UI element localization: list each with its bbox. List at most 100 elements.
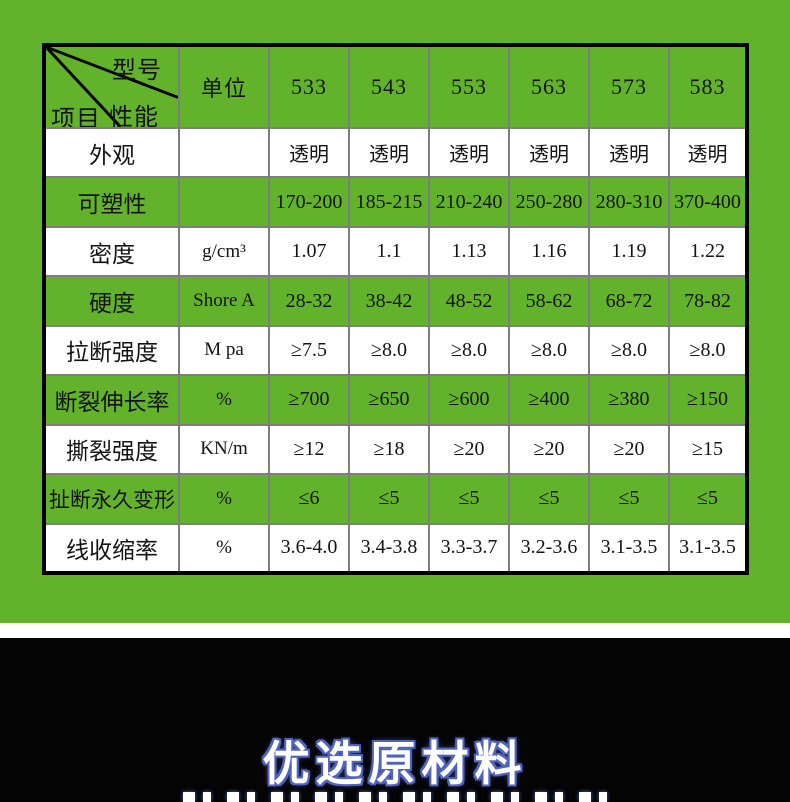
- cell-value: 透明: [268, 126, 350, 179]
- model-column-header: 583: [668, 44, 748, 129]
- spec-table-body: 外观 透明 透明 透明 透明 透明 透明 可塑性 170-200 185-215 210-240 25…: [43, 126, 748, 574]
- cell-value: ≤6: [268, 473, 350, 525]
- row-label: 硬度: [43, 275, 180, 327]
- cell-value: 1.22: [668, 225, 748, 278]
- cell-value: 3.2-3.6: [508, 522, 590, 574]
- banner-headline: 优选原材料: [262, 737, 528, 792]
- table-row: 扯断永久变形% ≤6 ≤5 ≤5 ≤5 ≤5 ≤5: [43, 473, 748, 525]
- banner-second-line-cutoff: [183, 792, 620, 802]
- unit-column-header: 单位: [178, 44, 270, 129]
- divider-strip: [0, 623, 790, 638]
- spec-table: 型号 性能 项目 单位 533 543 553 563 573 583 外观 透明…: [42, 43, 749, 575]
- cell-value: ≥8.0: [348, 324, 430, 377]
- row-unit: %: [178, 473, 270, 525]
- row-unit: g/cm³: [178, 225, 270, 278]
- row-unit: %: [178, 522, 270, 574]
- row-unit: [178, 176, 270, 228]
- table-row: 硬度 Shore A 28-32 38-42 48-52 58-62 68-72 78-82: [43, 275, 748, 327]
- header-row: 型号 性能 项目 单位 533 543 553 563 573 583: [43, 44, 748, 129]
- row-label: 外观: [43, 126, 180, 179]
- table-row: 密度 g/cm³ 1.07 1.1 1.13 1.16 1.19 1.22: [43, 225, 748, 278]
- table-row: 外观 透明 透明 透明 透明 透明 透明: [43, 126, 748, 179]
- cell-value: 透明: [428, 126, 510, 179]
- cell-value: ≥7.5: [268, 324, 350, 377]
- corner-label-model: 型号: [112, 58, 162, 84]
- corner-label-performance: 性能: [109, 105, 159, 128]
- cell-value: ≥15: [668, 423, 748, 476]
- cell-value: 185-215: [348, 176, 430, 228]
- cell-value: 68-72: [588, 275, 670, 327]
- row-label: 扯断永久变形: [43, 473, 180, 525]
- row-unit: Shore A: [178, 275, 270, 327]
- cell-value: 3.1-3.5: [588, 522, 670, 574]
- cell-value: 透明: [588, 126, 670, 179]
- cell-value: 370-400: [668, 176, 748, 228]
- cell-value: 1.07: [268, 225, 350, 278]
- cell-value: ≥20: [428, 423, 510, 476]
- cell-value: 1.16: [508, 225, 590, 278]
- table-row: 可塑性 170-200 185-215 210-240 250-280 280-310 37…: [43, 176, 748, 228]
- cell-value: ≤5: [668, 473, 748, 525]
- cell-value: 3.6-4.0: [268, 522, 350, 574]
- model-column-header: 563: [508, 44, 590, 129]
- cell-value: ≥12: [268, 423, 350, 476]
- corner-label-item: 项目: [51, 107, 101, 128]
- model-column-header: 533: [268, 44, 350, 129]
- cell-value: 3.1-3.5: [668, 522, 748, 574]
- diagonal-divider-lines: [46, 47, 177, 126]
- cell-value: 280-310: [588, 176, 670, 228]
- row-label: 拉断强度: [43, 324, 180, 377]
- cell-value: 3.4-3.8: [348, 522, 430, 574]
- cell-value: ≥8.0: [668, 324, 748, 377]
- cell-value: 透明: [668, 126, 748, 179]
- cell-value: ≥8.0: [428, 324, 510, 377]
- row-label: 可塑性: [43, 176, 180, 228]
- cell-value: ≥20: [588, 423, 670, 476]
- model-column-header: 553: [428, 44, 510, 129]
- cell-value: 78-82: [668, 275, 748, 327]
- cell-value: 250-280: [508, 176, 590, 228]
- row-unit: KN/m: [178, 423, 270, 476]
- cell-value: ≤5: [508, 473, 590, 525]
- cell-value: 透明: [348, 126, 430, 179]
- table-row: 撕裂强度 KN/m ≥12 ≥18 ≥20 ≥20 ≥20 ≥15: [43, 423, 748, 476]
- row-label: 撕裂强度: [43, 423, 180, 476]
- table-row: 线收缩率% 3.6-4.0 3.4-3.8 3.3-3.7 3.2-3.6 3.1-3.5…: [43, 522, 748, 574]
- cell-value: ≥380: [588, 374, 670, 426]
- cell-value: 1.19: [588, 225, 670, 278]
- row-label: 线收缩率: [43, 522, 180, 574]
- corner-header-cell: 型号 性能 项目: [43, 44, 180, 129]
- cell-value: ≥18: [348, 423, 430, 476]
- cell-value: ≥8.0: [588, 324, 670, 377]
- banner-background: [0, 638, 790, 800]
- cell-value: 透明: [508, 126, 590, 179]
- row-unit: M pa: [178, 324, 270, 377]
- cell-value: ≤5: [588, 473, 670, 525]
- cell-value: 28-32: [268, 275, 350, 327]
- model-column-header: 543: [348, 44, 430, 129]
- cell-value: 1.13: [428, 225, 510, 278]
- cell-value: ≥150: [668, 374, 748, 426]
- cell-value: 48-52: [428, 275, 510, 327]
- cell-value: 58-62: [508, 275, 590, 327]
- model-column-header: 573: [588, 44, 670, 129]
- cell-value: ≥400: [508, 374, 590, 426]
- table-row: 拉断强度 M pa ≥7.5 ≥8.0 ≥8.0 ≥8.0 ≥8.0 ≥8.0: [43, 324, 748, 377]
- cell-value: ≥20: [508, 423, 590, 476]
- table-row: 断裂伸长率% ≥700 ≥650 ≥600 ≥400 ≥380 ≥150: [43, 374, 748, 426]
- row-unit: %: [178, 374, 270, 426]
- cell-value: ≤5: [348, 473, 430, 525]
- cell-value: 38-42: [348, 275, 430, 327]
- row-unit: [178, 126, 270, 179]
- row-label: 密度: [43, 225, 180, 278]
- cell-value: 210-240: [428, 176, 510, 228]
- row-label: 断裂伸长率: [43, 374, 180, 426]
- cell-value: ≥700: [268, 374, 350, 426]
- cell-value: 170-200: [268, 176, 350, 228]
- cell-value: 3.3-3.7: [428, 522, 510, 574]
- cell-value: ≤5: [428, 473, 510, 525]
- cell-value: ≥650: [348, 374, 430, 426]
- cell-value: ≥8.0: [508, 324, 590, 377]
- cell-value: 1.1: [348, 225, 430, 278]
- cell-value: ≥600: [428, 374, 510, 426]
